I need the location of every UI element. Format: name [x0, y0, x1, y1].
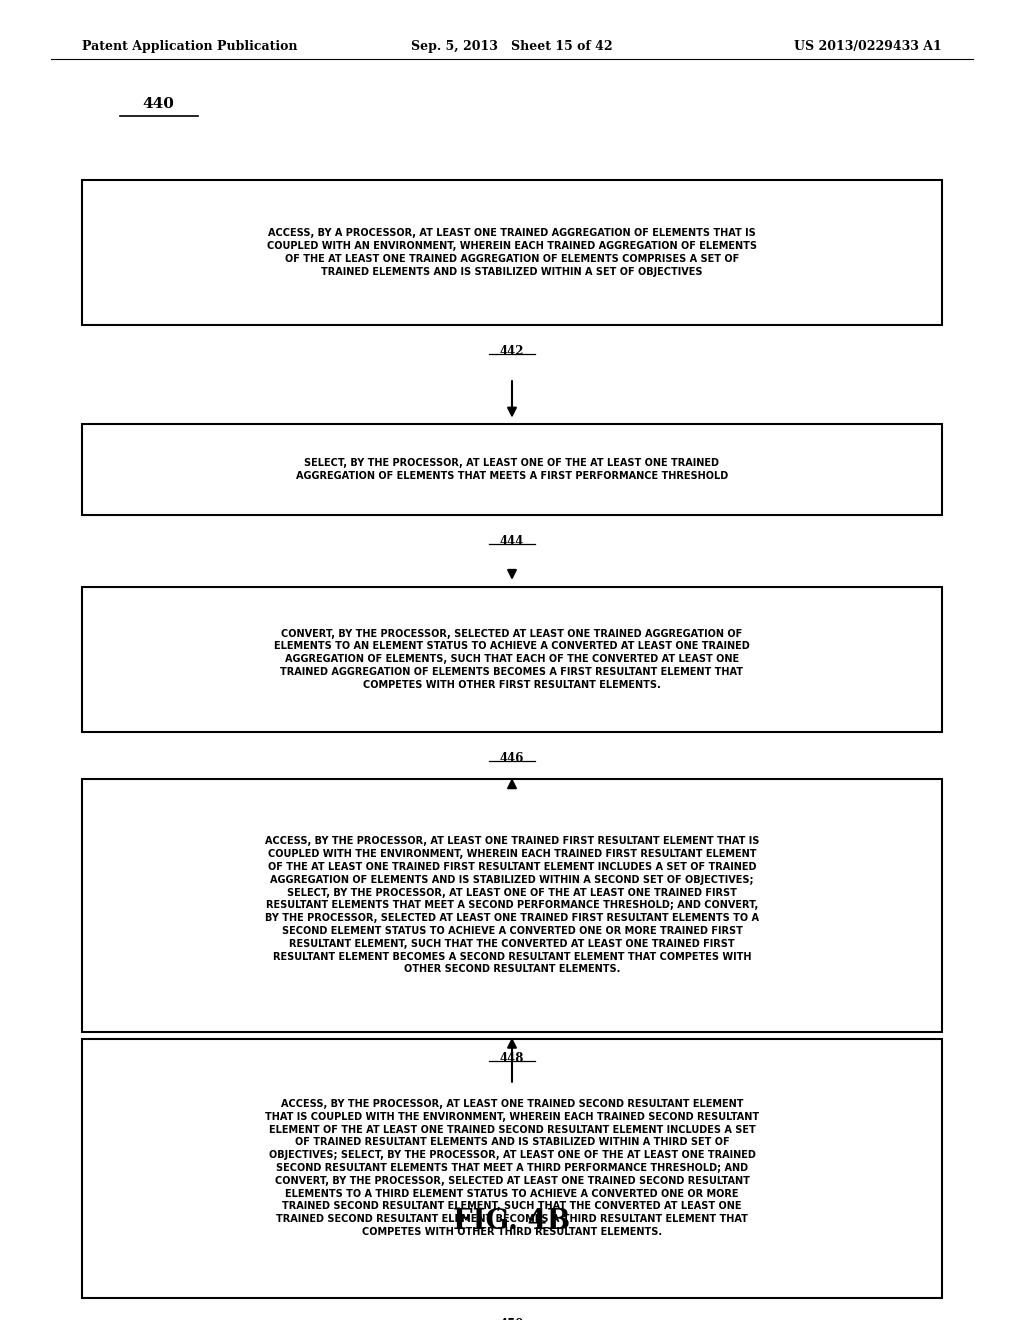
Text: Patent Application Publication: Patent Application Publication	[82, 41, 297, 53]
Text: CONVERT, BY THE PROCESSOR, SELECTED AT LEAST ONE TRAINED AGGREGATION OF
ELEMENTS: CONVERT, BY THE PROCESSOR, SELECTED AT L…	[274, 628, 750, 690]
FancyBboxPatch shape	[82, 779, 942, 1032]
FancyBboxPatch shape	[82, 586, 942, 731]
Text: 444: 444	[500, 536, 524, 548]
Text: FIG. 4B: FIG. 4B	[454, 1208, 570, 1236]
Text: 446: 446	[500, 752, 524, 766]
Text: 448: 448	[500, 1052, 524, 1065]
Text: US 2013/0229433 A1: US 2013/0229433 A1	[795, 41, 942, 53]
FancyBboxPatch shape	[82, 1039, 942, 1298]
Text: ACCESS, BY THE PROCESSOR, AT LEAST ONE TRAINED FIRST RESULTANT ELEMENT THAT IS
C: ACCESS, BY THE PROCESSOR, AT LEAST ONE T…	[265, 837, 759, 974]
Text: ACCESS, BY A PROCESSOR, AT LEAST ONE TRAINED AGGREGATION OF ELEMENTS THAT IS
COU: ACCESS, BY A PROCESSOR, AT LEAST ONE TRA…	[267, 228, 757, 277]
Text: 450: 450	[500, 1317, 524, 1320]
FancyBboxPatch shape	[82, 180, 942, 325]
Text: Sep. 5, 2013   Sheet 15 of 42: Sep. 5, 2013 Sheet 15 of 42	[412, 41, 612, 53]
Text: SELECT, BY THE PROCESSOR, AT LEAST ONE OF THE AT LEAST ONE TRAINED
AGGREGATION O: SELECT, BY THE PROCESSOR, AT LEAST ONE O…	[296, 458, 728, 482]
Text: ACCESS, BY THE PROCESSOR, AT LEAST ONE TRAINED SECOND RESULTANT ELEMENT
THAT IS : ACCESS, BY THE PROCESSOR, AT LEAST ONE T…	[265, 1100, 759, 1237]
Text: 442: 442	[500, 346, 524, 358]
FancyBboxPatch shape	[82, 424, 942, 515]
Text: 440: 440	[142, 98, 175, 111]
